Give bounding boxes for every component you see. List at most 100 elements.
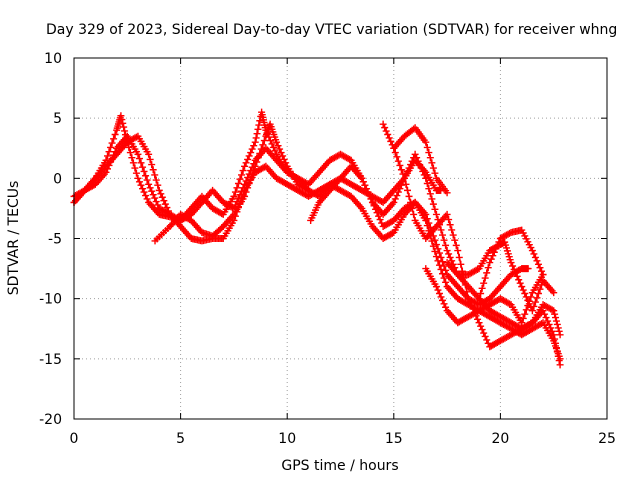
data-point	[516, 279, 524, 287]
data-point	[143, 176, 151, 184]
data-point	[134, 174, 142, 182]
data-point	[119, 119, 127, 127]
data-point	[108, 139, 116, 147]
data-point	[137, 159, 145, 167]
data-point	[142, 192, 150, 200]
data-point	[522, 293, 530, 301]
data-point	[244, 155, 252, 163]
data-point	[146, 184, 154, 192]
data-point	[507, 259, 515, 267]
data-point	[121, 127, 129, 135]
data-point	[434, 257, 442, 265]
data-point	[506, 229, 514, 237]
data-point	[364, 188, 372, 196]
data-point	[408, 204, 416, 212]
series-track-3	[70, 132, 564, 363]
data-point	[393, 192, 401, 200]
data-point	[151, 194, 159, 202]
data-point	[241, 180, 249, 188]
data-point	[432, 283, 440, 291]
data-point	[429, 164, 437, 172]
data-point	[253, 158, 261, 166]
data-point	[256, 149, 264, 157]
y-tick-label: -15	[39, 352, 62, 368]
data-point	[434, 286, 442, 294]
data-point	[431, 236, 439, 244]
data-point	[149, 191, 157, 199]
data-point	[260, 137, 268, 145]
data-point	[373, 209, 381, 217]
data-point	[117, 112, 125, 120]
data-point	[126, 149, 134, 157]
data-point	[440, 236, 448, 244]
data-point	[446, 253, 454, 261]
data-point	[390, 198, 398, 206]
data-point	[135, 178, 143, 186]
x-axis-label: GPS time / hours	[281, 458, 398, 474]
data-point	[437, 226, 445, 234]
data-point	[519, 286, 527, 294]
data-point	[387, 137, 395, 145]
data-point	[552, 314, 560, 322]
data-point	[478, 326, 486, 334]
x-tick-label: 25	[598, 431, 616, 447]
data-point	[276, 145, 284, 153]
data-point	[137, 181, 145, 189]
data-point	[164, 207, 172, 215]
data-point	[443, 210, 451, 218]
data-point	[553, 320, 561, 328]
data-point	[139, 185, 147, 193]
data-point	[163, 204, 171, 212]
data-point	[528, 247, 536, 255]
data-point	[550, 331, 558, 339]
series-track-7	[390, 124, 451, 197]
data-point	[455, 253, 463, 261]
data-point	[486, 259, 494, 267]
y-tick-label: 5	[53, 111, 62, 127]
data-point	[233, 184, 241, 192]
data-point	[410, 210, 418, 218]
data-point	[391, 149, 399, 157]
data-point	[269, 143, 277, 151]
data-point	[242, 188, 250, 196]
data-point	[257, 145, 265, 153]
data-point	[378, 198, 386, 206]
data-point	[400, 174, 408, 182]
data-point	[548, 306, 556, 314]
data-point	[442, 303, 450, 311]
data-point	[394, 188, 402, 196]
data-point	[260, 163, 268, 171]
data-point	[393, 153, 401, 161]
data-point	[457, 260, 465, 268]
x-tick-label: 0	[70, 431, 79, 447]
data-point	[448, 257, 456, 265]
data-point	[280, 155, 288, 163]
data-point	[358, 174, 366, 182]
data-point	[368, 198, 376, 206]
data-point	[414, 157, 422, 165]
data-point	[556, 361, 564, 369]
data-point	[142, 172, 150, 180]
data-point	[248, 145, 256, 153]
data-point	[274, 142, 282, 150]
data-point	[556, 331, 564, 339]
data-point	[475, 295, 483, 303]
tick-labels: 0 5 10 15 20 25 10 5 0 -5 -10 -15 -20	[39, 51, 616, 447]
data-point	[134, 150, 142, 158]
data-point	[519, 314, 527, 322]
data-point	[484, 264, 492, 272]
data-point	[531, 298, 539, 306]
data-point	[536, 264, 544, 272]
data-point	[533, 257, 541, 265]
data-point	[405, 192, 413, 200]
data-point	[439, 296, 447, 304]
data-point	[467, 302, 475, 310]
data-point	[550, 289, 558, 297]
data-point	[111, 130, 119, 138]
data-point	[538, 267, 546, 275]
data-point	[253, 130, 261, 138]
data-point	[241, 162, 249, 170]
data-point	[440, 274, 448, 282]
data-point	[428, 237, 436, 245]
data-point	[509, 262, 517, 270]
